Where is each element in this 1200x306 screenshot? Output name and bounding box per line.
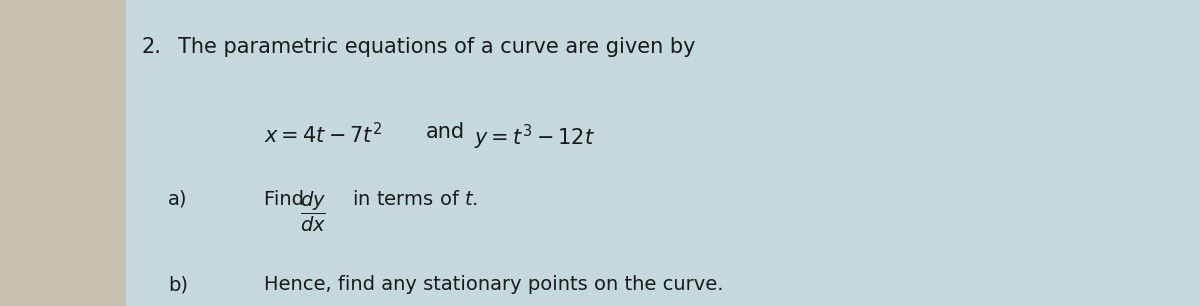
Text: $\dfrac{dy}{dx}$: $\dfrac{dy}{dx}$ — [300, 190, 326, 234]
Text: 2.: 2. — [142, 37, 162, 57]
Text: in terms of $t$.: in terms of $t$. — [346, 190, 478, 209]
Text: $y = t^3 - 12t$: $y = t^3 - 12t$ — [474, 122, 595, 151]
Text: and: and — [426, 122, 466, 142]
Text: a): a) — [168, 190, 187, 209]
Text: Find: Find — [264, 190, 311, 209]
Text: $x = 4t - 7t^2$: $x = 4t - 7t^2$ — [264, 122, 383, 147]
Text: The parametric equations of a curve are given by: The parametric equations of a curve are … — [178, 37, 695, 57]
Text: Hence, find any stationary points on the curve.: Hence, find any stationary points on the… — [264, 275, 724, 294]
Text: b): b) — [168, 275, 188, 294]
